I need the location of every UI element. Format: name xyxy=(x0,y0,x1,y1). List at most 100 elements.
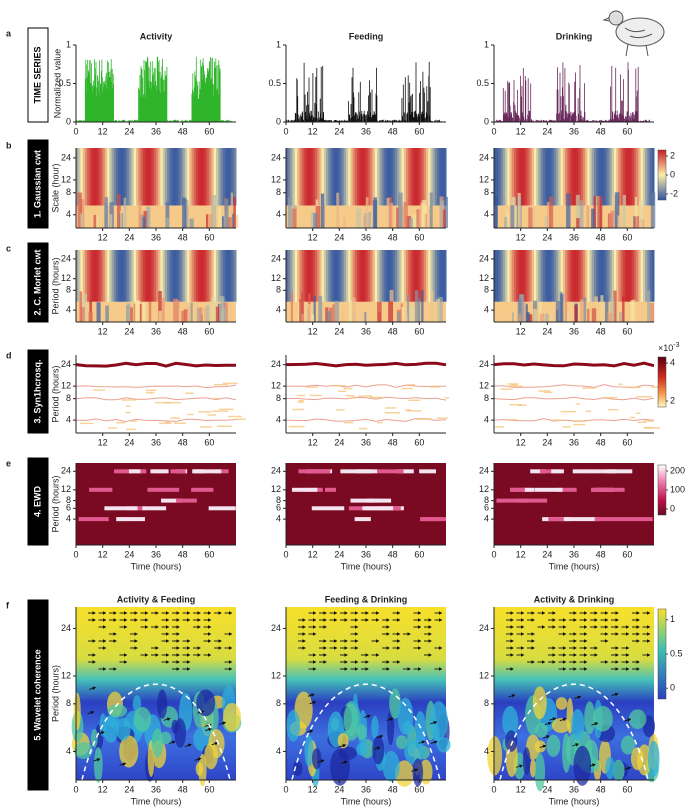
heatmap-cell xyxy=(529,250,533,302)
heatmap-cell xyxy=(303,148,307,206)
heatmap-cell xyxy=(529,148,533,206)
phase-arrow xyxy=(163,717,171,721)
x-tick-label: 48 xyxy=(388,326,398,336)
y-tick-label: 6 xyxy=(484,503,489,513)
panel-letter: e xyxy=(6,458,11,468)
colorbar-tick-label: 200 xyxy=(670,465,685,475)
heatmap-cell xyxy=(596,250,599,302)
heatmap-cell xyxy=(153,148,157,206)
phase-arrow xyxy=(430,721,438,725)
y-axis-label: Normalized value xyxy=(52,49,62,119)
heatmap-blob xyxy=(628,709,647,729)
heatmap-cell xyxy=(565,148,568,206)
heatmap-detail xyxy=(298,399,304,402)
heatmap-detail xyxy=(643,420,655,422)
heatmap-detail xyxy=(227,217,232,228)
heatmap-cell xyxy=(558,148,562,206)
heatmap-detail xyxy=(175,299,180,322)
heatmap-blob xyxy=(292,760,303,776)
heatmap-cell xyxy=(116,250,119,302)
x-tick-label: 12 xyxy=(98,784,108,794)
y-tick-label: 24 xyxy=(479,359,489,369)
heatmap-cell xyxy=(516,250,519,302)
x-tick-label: 48 xyxy=(596,437,606,447)
column-title: Feeding xyxy=(349,31,384,41)
x-tick-label: 24 xyxy=(542,232,552,242)
x-tick-label: 12 xyxy=(308,784,318,794)
heatmap-detail xyxy=(603,396,618,399)
phase-arrow xyxy=(572,743,580,747)
heatmap-cell xyxy=(392,250,396,302)
heatmap-detail xyxy=(372,200,378,228)
x-tick-label: 12 xyxy=(98,326,108,336)
heatmap-detail xyxy=(343,387,353,390)
heatmap-cell xyxy=(620,148,624,206)
phase-arrow xyxy=(508,694,516,698)
heatmap-detail xyxy=(562,426,571,428)
heatmap-detail xyxy=(80,307,85,322)
y-tick-label: 24 xyxy=(61,253,71,263)
heatmap-cell xyxy=(616,250,619,302)
heatmap-cell xyxy=(193,250,197,302)
heatmap-cell xyxy=(107,250,110,302)
heatmap-cell xyxy=(421,148,425,206)
heatmap-cell xyxy=(401,250,405,302)
heatmap-detail xyxy=(158,291,162,322)
heatmap-cell xyxy=(127,148,130,206)
row-label: 4. EWD xyxy=(32,486,42,518)
x-tick-label: 60 xyxy=(204,549,214,559)
y-tick-label: 24 xyxy=(479,623,489,633)
heatmap-cell xyxy=(78,250,81,302)
heatmap-cell xyxy=(229,148,233,206)
heatmap-cell xyxy=(392,148,396,206)
heatmap-cell xyxy=(439,148,443,206)
heatmap-blob xyxy=(372,735,385,765)
heatmap-cell xyxy=(614,250,617,302)
colorbar xyxy=(657,608,667,700)
heatmap-cell xyxy=(414,250,418,302)
phase-arrow xyxy=(205,727,213,732)
heatmap-cell xyxy=(308,250,311,302)
heatmap-cell xyxy=(89,148,93,206)
heatmap-detail xyxy=(378,396,383,399)
heatmap-cell xyxy=(631,250,635,302)
heatmap-detail xyxy=(165,421,171,424)
heatmap-detail xyxy=(352,297,356,322)
x-tick-label: 24 xyxy=(124,326,134,336)
panel xyxy=(286,250,447,322)
heatmap-cell xyxy=(301,148,305,206)
heatmap-cell xyxy=(292,148,296,206)
heatmap-blob xyxy=(612,759,625,782)
y-tick-label: 12 xyxy=(479,670,489,680)
heatmap-blob xyxy=(414,711,427,748)
cone-of-influence xyxy=(81,683,231,781)
heatmap-detail xyxy=(123,197,127,228)
heatmap-detail xyxy=(377,301,382,322)
panel xyxy=(494,250,655,322)
heatmap-detail xyxy=(292,408,305,411)
heatmap-detail xyxy=(618,217,624,228)
row-label-box xyxy=(27,349,49,434)
panel-letter: f xyxy=(6,600,10,610)
heatmap-detail xyxy=(228,415,242,418)
heatmap-cell xyxy=(381,250,385,302)
heatmap-detail xyxy=(504,216,508,228)
phase-arrow xyxy=(363,714,371,719)
heatmap-cell xyxy=(622,250,626,302)
y-tick-label: 12 xyxy=(61,174,71,184)
heatmap-cell xyxy=(406,250,409,302)
x-tick-label: 60 xyxy=(414,326,424,336)
y-axis-label: Period (hours) xyxy=(50,475,60,532)
y-tick-label: 8 xyxy=(276,393,281,403)
heatmap-segment xyxy=(509,487,525,492)
heatmap-cell xyxy=(397,250,400,302)
heatmap-cell xyxy=(609,250,613,302)
heatmap-cell xyxy=(430,250,434,302)
heatmap-detail xyxy=(564,292,568,322)
y-tick-label: 8 xyxy=(484,698,489,708)
phase-arrow xyxy=(386,717,394,721)
colorbar-tick-label: 4 xyxy=(670,357,675,367)
phase-arrow xyxy=(309,700,317,705)
quail-illustration xyxy=(602,10,665,57)
heatmap-cell xyxy=(142,250,146,302)
